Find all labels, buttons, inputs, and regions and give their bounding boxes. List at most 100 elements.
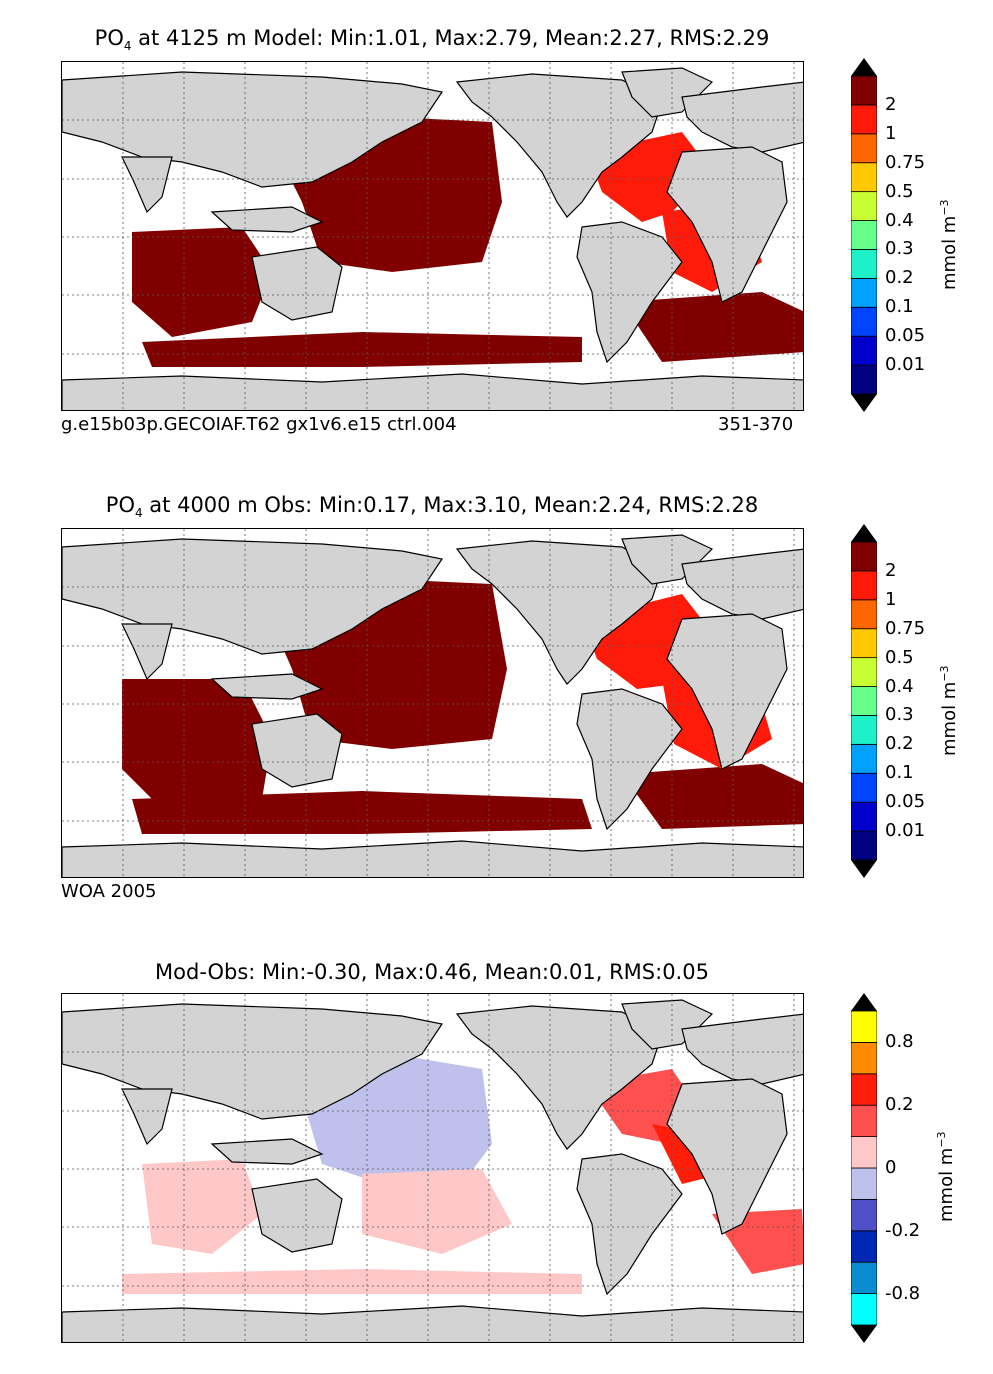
land-australia: [251, 1178, 343, 1253]
map2-svg: [62, 994, 803, 1342]
colorbar-swatch: [851, 772, 877, 803]
panel1-caption-left: g.e15b03p.GECOIAF.T62 gx1v6.e15 ctrl.004: [61, 414, 457, 435]
colorbar-tick-label: 0.4: [885, 675, 914, 697]
land-indonesia: [210, 1138, 324, 1165]
colorbar-swatch: [851, 364, 877, 395]
panel1-colorbar-unit: mmol m−3: [938, 199, 960, 290]
colorbar-tick-label: 0.05: [885, 325, 926, 347]
colorbar-swatch: [851, 715, 877, 745]
land-africa: [666, 1078, 788, 1235]
colorbar-swatch: [851, 830, 877, 861]
land-india: [121, 623, 173, 681]
colorbar-swatch: [851, 1230, 877, 1263]
colorbar-swatch: [851, 628, 877, 659]
colorbar-tick-label: -0.8: [885, 1282, 921, 1304]
land-south-america: [576, 688, 683, 831]
colorbar-tick-label: 0.5: [885, 646, 914, 668]
colorbar-tick-label: 0.2: [885, 267, 914, 289]
panel1-map: [61, 61, 804, 411]
panel3-title: Mod-Obs: Min:-0.30, Max:0.46, Mean:0.01,…: [155, 960, 709, 984]
colorbar-tick-label: 0.05: [885, 791, 926, 813]
colorbar-extend-min: [851, 860, 877, 878]
land-south-america: [576, 221, 683, 364]
colorbar-tick-label: 0.1: [885, 296, 914, 318]
land-indonesia: [210, 673, 324, 700]
colorbar-extend-max: [851, 58, 877, 76]
field-pacific-pos: [362, 1169, 512, 1254]
colorbar-tick-label: 0.1: [885, 762, 914, 784]
land-antarctica: [62, 1305, 803, 1342]
colorbar-tick-label: 0.01: [885, 820, 926, 842]
panel1-colorbar: [851, 58, 877, 412]
colorbar-swatch: [851, 1167, 877, 1200]
colorbar-tick-label: 2: [885, 93, 897, 115]
colorbar-swatch: [851, 599, 877, 630]
land-africa: [666, 613, 788, 770]
colorbar-extend-min: [851, 394, 877, 412]
land-antarctica: [62, 840, 803, 877]
field-indian: [122, 679, 272, 809]
land-greenland: [621, 999, 714, 1050]
field-southern-pos: [122, 1269, 582, 1294]
land-india: [121, 156, 173, 214]
colorbar-swatch: [851, 1073, 877, 1106]
colorbar-tick-label: 1: [885, 588, 897, 610]
colorbar-swatch: [851, 75, 877, 106]
land-africa: [666, 146, 788, 303]
colorbar-swatch: [851, 1293, 877, 1326]
land-antarctica: [62, 373, 803, 410]
land-south-america: [576, 1153, 683, 1296]
panel2-map: [61, 528, 804, 878]
colorbar-swatch: [851, 743, 877, 774]
panel3-colorbar: [851, 993, 877, 1343]
colorbar-swatch: [851, 249, 877, 279]
colorbar-tick-label: 1: [885, 122, 897, 144]
land-indonesia: [210, 206, 324, 233]
colorbar-swatch: [851, 104, 877, 135]
colorbar-swatch: [851, 220, 877, 250]
panel3-map: [61, 993, 804, 1343]
colorbar-swatch: [851, 657, 877, 687]
field-south-atlantic: [622, 292, 803, 362]
panel2-colorbar: [851, 524, 877, 878]
field-south-atlantic: [622, 764, 803, 829]
colorbar-swatch: [851, 277, 877, 308]
colorbar-swatch: [851, 1261, 877, 1295]
panel2-title: PO4 at 4000 m Obs: Min:0.17, Max:3.10, M…: [105, 493, 759, 521]
colorbar-tick-label: 0.01: [885, 354, 926, 376]
map1-svg: [62, 529, 803, 877]
colorbar-swatch: [851, 570, 877, 601]
colorbar-swatch: [851, 335, 877, 366]
colorbar-tick-label: 0.3: [885, 704, 914, 726]
colorbar-extend-max: [851, 993, 877, 1011]
panel1-caption-right: 351-370: [718, 414, 794, 435]
colorbar-tick-label: 0.2: [885, 1094, 914, 1116]
colorbar-extend-max: [851, 524, 877, 542]
land-greenland: [621, 534, 714, 585]
land-greenland: [621, 67, 714, 118]
colorbar-tick-label: 0.4: [885, 209, 914, 231]
colorbar-extend-min: [851, 1325, 877, 1343]
colorbar-swatch: [851, 686, 877, 716]
field-indian-pos: [142, 1159, 262, 1254]
field-indian: [132, 227, 272, 337]
colorbar-swatch: [851, 541, 877, 572]
colorbar-tick-label: 0.5: [885, 180, 914, 202]
land-india: [121, 1088, 173, 1146]
colorbar-tick-label: 0: [885, 1157, 897, 1178]
colorbar-swatch: [851, 1104, 877, 1137]
panel3-colorbar-unit: mmol m−3: [935, 1131, 957, 1222]
colorbar-swatch: [851, 1042, 877, 1075]
colorbar-tick-label: 0.3: [885, 238, 914, 260]
panel1-title: PO4 at 4125 m Model: Min:1.01, Max:2.79,…: [94, 26, 770, 54]
colorbar-swatch: [851, 306, 877, 337]
colorbar-swatch: [851, 1010, 877, 1043]
panel2-colorbar-unit: mmol m−3: [938, 665, 960, 756]
colorbar-tick-label: 0.75: [885, 151, 926, 173]
colorbar-swatch: [851, 191, 877, 221]
field-southern: [132, 791, 592, 834]
colorbar-tick-label: 0.75: [885, 617, 926, 639]
colorbar-swatch: [851, 1198, 877, 1232]
panel2-caption-left: WOA 2005: [61, 881, 157, 902]
colorbar-tick-label: 2: [885, 559, 897, 581]
